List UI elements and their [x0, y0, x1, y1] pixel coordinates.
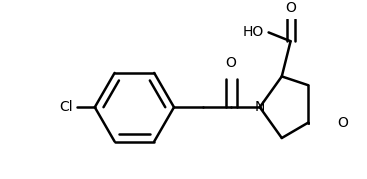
Text: O: O	[337, 116, 348, 130]
Text: Cl: Cl	[59, 100, 73, 114]
Text: O: O	[285, 1, 296, 15]
Text: O: O	[226, 56, 237, 70]
Text: N: N	[255, 100, 265, 114]
Text: HO: HO	[243, 25, 264, 39]
